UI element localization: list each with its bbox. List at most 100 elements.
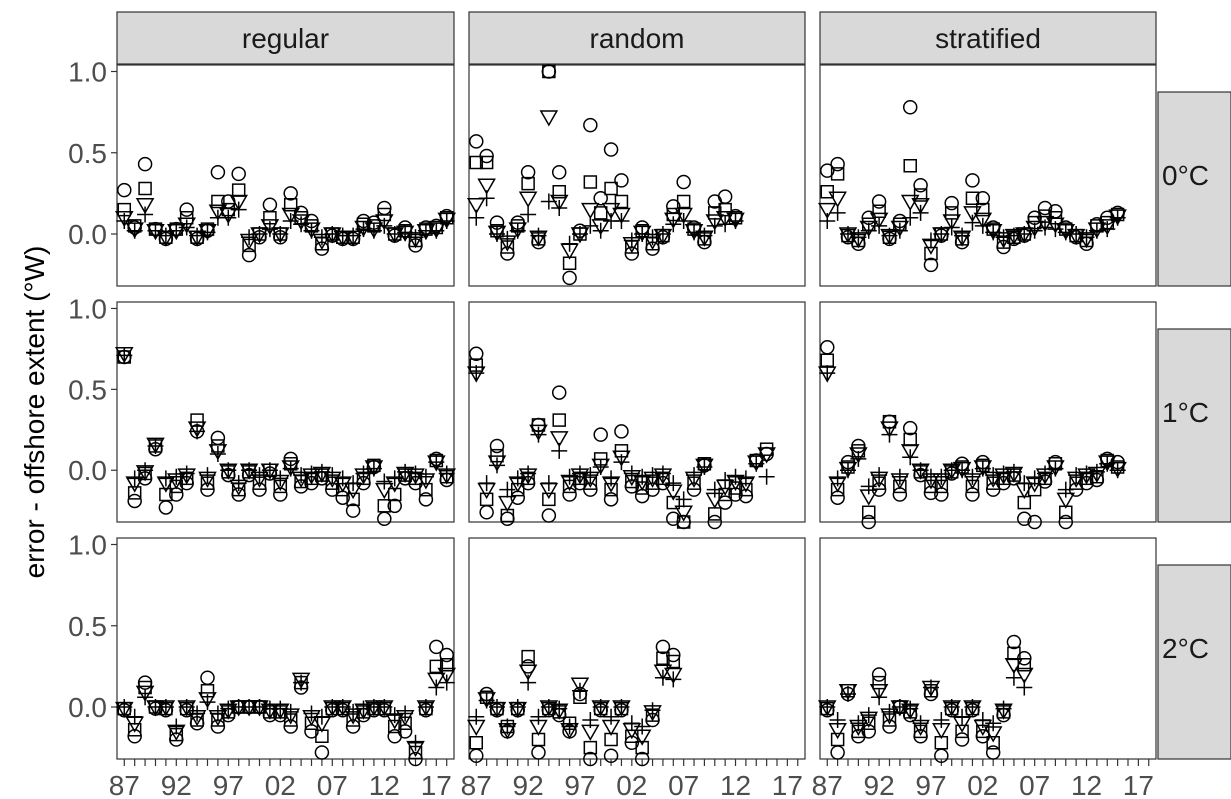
plus-point xyxy=(1057,224,1074,241)
plus-point xyxy=(365,222,382,239)
plus-point xyxy=(468,365,485,382)
plus-point xyxy=(985,467,1002,484)
circle-point xyxy=(871,194,887,209)
triangle-point xyxy=(549,194,569,212)
triangle-point xyxy=(880,421,899,438)
circle-point xyxy=(562,270,577,286)
circle-point xyxy=(541,508,557,523)
plus-point xyxy=(230,475,247,492)
triangle-point xyxy=(674,207,693,225)
plus-point xyxy=(137,689,154,706)
plus-point xyxy=(530,426,547,443)
plus-point xyxy=(386,226,403,242)
circle-point xyxy=(593,427,608,442)
y-tick-label: 0.5 xyxy=(68,138,107,169)
circle-point xyxy=(676,174,691,190)
plus-point xyxy=(758,468,775,485)
plus-point xyxy=(665,671,682,688)
plus-point xyxy=(428,454,445,471)
square-point xyxy=(676,194,691,209)
panel-1-0 xyxy=(116,301,455,523)
plus-point xyxy=(157,699,174,715)
plus-point xyxy=(954,462,971,479)
plus-point xyxy=(376,473,393,490)
circle-point xyxy=(137,156,153,172)
plus-point xyxy=(571,465,588,482)
x-tick-label: 97 xyxy=(915,770,946,799)
square-point xyxy=(479,155,494,170)
circle-point xyxy=(614,173,629,188)
triangle-point xyxy=(427,672,446,689)
plus-point xyxy=(1016,226,1033,242)
circle-point xyxy=(871,667,887,682)
circle-point xyxy=(717,495,733,510)
row-strip-label-1: 1°C xyxy=(1162,397,1209,428)
plus-point xyxy=(974,712,991,728)
plus-point xyxy=(819,365,836,382)
plus-point xyxy=(912,715,929,732)
plus-point xyxy=(654,669,671,686)
square-point xyxy=(593,206,608,220)
plus-point xyxy=(241,462,258,479)
square-point xyxy=(635,740,649,755)
square-point xyxy=(377,499,392,513)
plus-point xyxy=(520,465,537,482)
circle-point xyxy=(583,117,598,133)
plus-point xyxy=(623,715,640,732)
circle-point xyxy=(1027,514,1042,530)
plus-point xyxy=(850,715,867,732)
plus-point xyxy=(954,708,971,725)
square-point xyxy=(830,732,845,747)
plus-point xyxy=(943,219,960,236)
x-tick-label: 02 xyxy=(616,770,647,799)
triangle-point xyxy=(518,664,538,681)
square-point xyxy=(861,505,876,520)
plus-point xyxy=(634,468,651,485)
plus-point xyxy=(147,222,164,239)
square-point xyxy=(283,198,298,212)
triangle-point xyxy=(859,220,879,238)
plus-point xyxy=(1047,460,1064,477)
panel-0-2 xyxy=(819,64,1157,287)
y-tick-label: 1.0 xyxy=(68,293,107,324)
plus-point xyxy=(417,699,434,715)
circle-point xyxy=(210,165,226,180)
plus-point xyxy=(386,470,403,487)
circle-point xyxy=(117,182,132,198)
y-tick-label: 1.0 xyxy=(68,57,107,88)
plus-point xyxy=(540,193,557,210)
x-tick-label: 97 xyxy=(564,770,595,799)
square-point xyxy=(666,495,681,510)
plus-point xyxy=(478,475,495,492)
plus-point xyxy=(345,703,362,720)
plus-point xyxy=(613,213,630,229)
plus-point xyxy=(220,462,237,479)
triangle-point xyxy=(1035,215,1055,233)
square-point xyxy=(604,181,618,196)
plus-point xyxy=(819,699,836,715)
triangle-point xyxy=(612,450,631,467)
plus-point xyxy=(902,209,919,226)
plus-point xyxy=(860,478,877,495)
plus-point xyxy=(334,470,351,487)
x-tick-label: 17 xyxy=(421,770,452,799)
plus-point xyxy=(850,229,867,246)
plus-point xyxy=(985,715,1002,732)
plus-point xyxy=(686,224,703,241)
y-tick-label: 0.5 xyxy=(68,374,107,405)
circle-point xyxy=(603,142,619,157)
plus-point xyxy=(727,213,744,229)
circle-point xyxy=(861,514,876,530)
row-strip-0 xyxy=(1157,91,1231,287)
plus-point xyxy=(995,229,1012,246)
triangle-point xyxy=(715,211,735,228)
plus-point xyxy=(478,692,495,709)
strip-label-random: random xyxy=(590,23,685,54)
plus-point xyxy=(509,699,526,715)
square-point xyxy=(479,492,494,507)
plus-point xyxy=(871,689,888,706)
plus-point xyxy=(355,221,372,238)
plus-point xyxy=(1068,226,1085,242)
plus-point xyxy=(1068,467,1085,484)
plus-point xyxy=(1078,465,1095,482)
